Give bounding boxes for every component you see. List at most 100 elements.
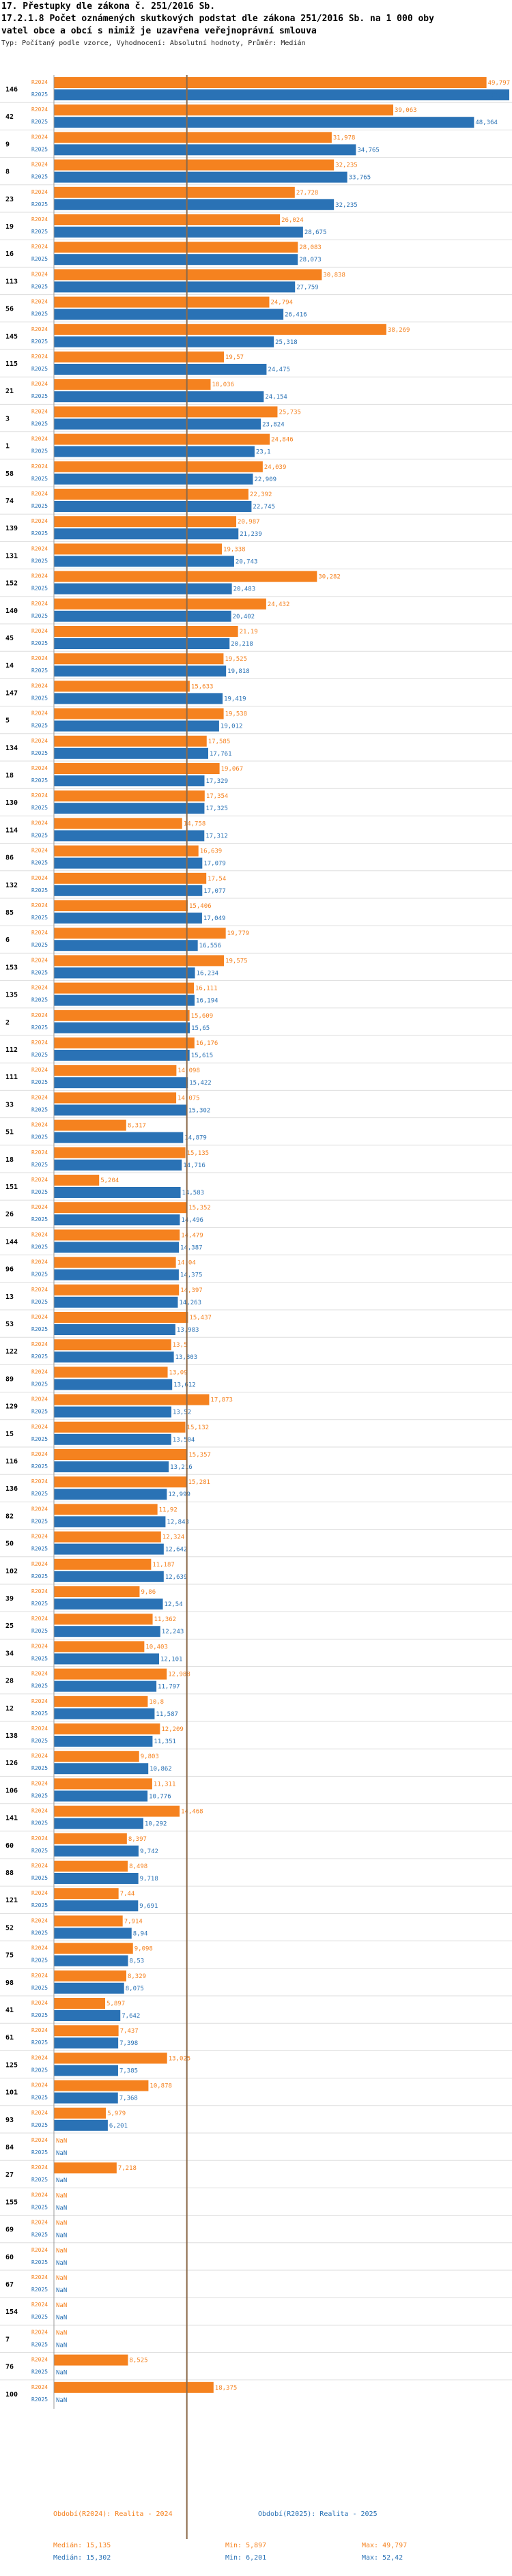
series-tag: R2024 — [31, 545, 48, 552]
value-label-2024: 7,44 — [120, 1891, 135, 1898]
bar-2025 — [54, 309, 284, 320]
bar-2024 — [54, 269, 322, 281]
series-tag: R2025 — [31, 420, 48, 427]
bar-2024 — [54, 900, 188, 911]
group-label: 96 — [5, 1266, 14, 1274]
series-tag: R2025 — [31, 1930, 48, 1936]
value-label-2024: 19,525 — [225, 656, 247, 663]
series-tag: R2025 — [31, 668, 48, 674]
value-label-2024: 10,403 — [145, 1644, 168, 1650]
group-label: 34 — [5, 1650, 14, 1657]
series-tag: R2025 — [31, 1875, 48, 1881]
series-tag: R2024 — [31, 189, 48, 195]
bar-2025 — [54, 1461, 169, 1472]
group-label: 129 — [5, 1403, 18, 1411]
group-label: 9 — [5, 141, 10, 148]
series-tag: R2025 — [31, 1272, 48, 1278]
stat-max-2024: Max: 49,797 — [362, 2542, 408, 2549]
value-label-2024: 17,585 — [208, 739, 231, 745]
series-tag: R2024 — [31, 2164, 48, 2171]
series-tag: R2025 — [31, 2314, 48, 2320]
value-label-2024: 7,218 — [118, 2165, 137, 2172]
value-label-2025: 52,42 — [490, 92, 509, 99]
bar-2025 — [54, 1818, 143, 1829]
value-label-2024: 16,639 — [200, 848, 223, 855]
group-label: 111 — [5, 1074, 18, 1081]
bar-2024 — [54, 1970, 126, 1981]
value-label-2025: 16,556 — [199, 943, 222, 949]
series-tag: R2025 — [31, 1079, 48, 1085]
series-tag: R2025 — [31, 2067, 48, 2073]
series-tag: R2024 — [31, 1369, 48, 1375]
bar-2024 — [54, 1010, 190, 1021]
series-tag: R2025 — [31, 1354, 48, 1360]
group-label: 27 — [5, 2171, 14, 2179]
value-label-2025: 7,385 — [119, 2067, 138, 2074]
series-tag: R2025 — [31, 1573, 48, 1579]
bar-2025 — [54, 1214, 180, 1226]
group-label: 45 — [5, 635, 14, 642]
series-tag: R2024 — [31, 1259, 48, 1265]
group-label: 85 — [5, 909, 14, 917]
series-tag: R2024 — [31, 1726, 48, 1732]
value-label-2025: 32,235 — [335, 202, 358, 209]
bar-2025 — [54, 994, 195, 1006]
bar-2024 — [54, 104, 394, 116]
value-label-2025: 12,243 — [162, 1629, 184, 1635]
bar-2025 — [54, 1955, 128, 1966]
series-tag: R2025 — [31, 1134, 48, 1141]
bar-2025 — [54, 1653, 159, 1665]
series-tag: R2025 — [31, 476, 48, 482]
bar-2024 — [54, 2025, 119, 2037]
series-tag: R2025 — [31, 1711, 48, 1717]
value-label-2024: 11,187 — [152, 1562, 175, 1569]
value-label-2024: 11,92 — [159, 1506, 177, 1513]
value-label-2024: 28,083 — [299, 244, 322, 251]
series-tag: R2024 — [31, 2137, 48, 2143]
bar-2025 — [54, 885, 203, 896]
bar-2024 — [54, 1778, 152, 1790]
group-label: 5 — [5, 717, 10, 725]
series-tag: R2025 — [31, 777, 48, 784]
series-tag: R2025 — [31, 1381, 48, 1387]
bar-2025 — [54, 1790, 148, 1802]
group-label: 50 — [5, 1541, 14, 1548]
group-label: 58 — [5, 470, 14, 478]
bar-2025 — [54, 1982, 124, 1994]
group-label: 13 — [5, 1293, 14, 1301]
series-tag: R2025 — [31, 1848, 48, 1854]
series-tag: R2024 — [31, 2000, 48, 2006]
series-tag: R2025 — [31, 1025, 48, 1031]
group-label: 146 — [5, 86, 18, 94]
value-label-2024: 15,352 — [188, 1205, 211, 1212]
series-tag: R2024 — [31, 1040, 48, 1046]
bar-2024 — [54, 1147, 186, 1158]
value-label-2025: 12,642 — [165, 1547, 188, 1554]
bar-2024 — [54, 1037, 195, 1048]
value-label-2025: 24,154 — [265, 394, 287, 401]
bar-2024 — [54, 1284, 180, 1296]
group-label: 23 — [5, 196, 14, 203]
group-label: 112 — [5, 1046, 18, 1054]
legend-2024: Období(R2024): Realita - 2024 — [53, 2510, 173, 2518]
series-tag: R2024 — [31, 2192, 48, 2198]
bar-2024 — [54, 1751, 139, 1762]
bar-2024 — [54, 1312, 188, 1323]
bar-2024 — [54, 1092, 177, 1104]
series-tag: R2025 — [31, 2396, 48, 2403]
value-label-2025: 28,073 — [299, 257, 322, 263]
series-tag: R2024 — [31, 1341, 48, 1347]
series-tag: R2024 — [31, 765, 48, 771]
bar-2025 — [54, 1187, 181, 1198]
series-tag: R2025 — [31, 1244, 48, 1250]
series-tag: R2024 — [31, 271, 48, 277]
bar-2024 — [54, 598, 266, 610]
series-tag: R2024 — [31, 930, 48, 936]
value-label-2024: 14,468 — [181, 1809, 203, 1816]
series-tag: R2024 — [31, 1122, 48, 1128]
bar-2025 — [54, 857, 203, 869]
value-label-2025: 15,422 — [189, 1080, 212, 1087]
value-label-2025: 17,312 — [205, 833, 228, 840]
group-label: 121 — [5, 1897, 18, 1904]
bar-2024 — [54, 928, 226, 939]
